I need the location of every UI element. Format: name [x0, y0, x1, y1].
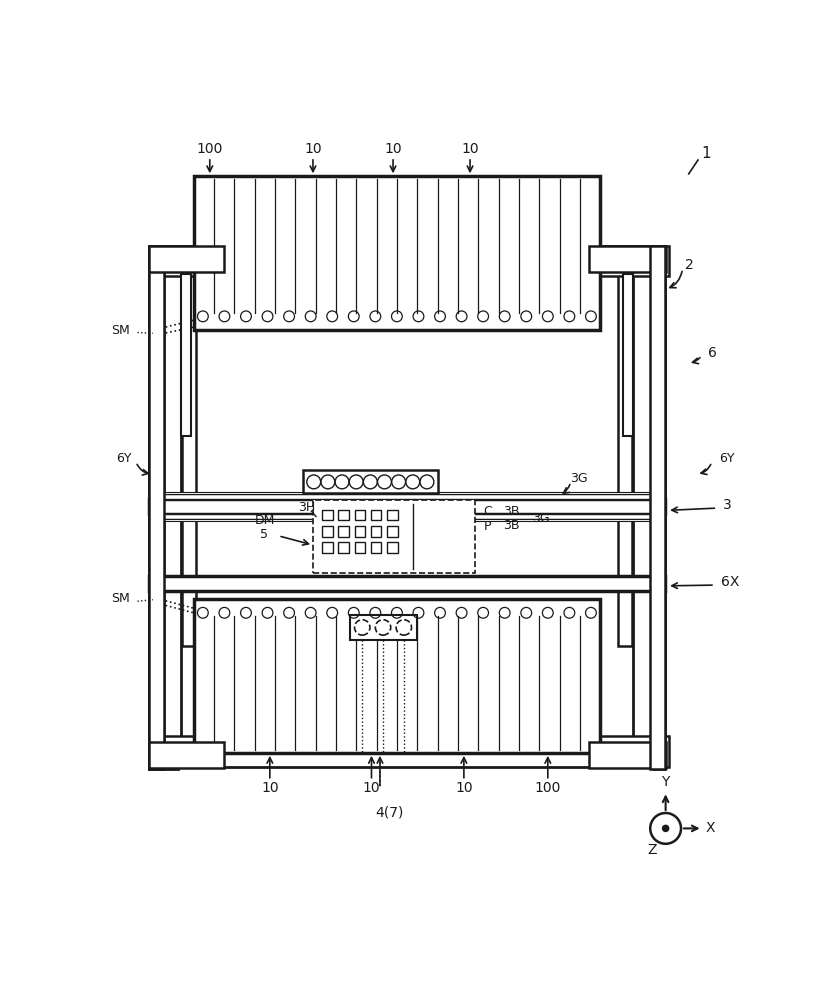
Bar — [149, 246, 665, 269]
Text: 4(7): 4(7) — [376, 806, 404, 820]
Text: 6Y: 6Y — [719, 452, 735, 465]
Bar — [354, 510, 365, 520]
Bar — [149, 736, 222, 767]
Text: 5: 5 — [260, 528, 269, 541]
Bar — [387, 542, 398, 553]
Bar — [149, 246, 222, 276]
Text: 6Y: 6Y — [115, 452, 131, 465]
Bar — [149, 744, 665, 767]
Bar — [589, 742, 667, 768]
Bar — [149, 246, 178, 469]
Bar — [180, 274, 191, 436]
Bar — [182, 246, 196, 646]
Bar — [149, 499, 665, 514]
Bar — [149, 576, 665, 591]
Bar — [371, 510, 382, 520]
Text: 10: 10 — [461, 142, 479, 156]
Bar — [149, 246, 164, 769]
Bar — [149, 246, 178, 769]
Text: 3G: 3G — [570, 472, 588, 485]
Text: 10: 10 — [384, 142, 402, 156]
Bar — [194, 599, 600, 753]
Bar — [339, 542, 349, 553]
Bar — [322, 542, 333, 553]
Text: 2: 2 — [685, 258, 694, 272]
Text: 3B: 3B — [503, 505, 520, 518]
Text: 100: 100 — [197, 142, 223, 156]
Bar — [149, 742, 224, 768]
Bar — [653, 246, 665, 769]
Text: 3B: 3B — [503, 519, 520, 532]
Bar — [622, 274, 634, 436]
Bar — [387, 526, 398, 537]
Bar — [650, 246, 665, 769]
Bar — [149, 246, 181, 767]
Text: 100: 100 — [535, 781, 561, 795]
Bar — [149, 494, 665, 499]
Bar — [194, 176, 600, 330]
Bar — [149, 519, 665, 521]
Bar — [633, 246, 665, 767]
Text: P: P — [484, 520, 491, 533]
Text: X: X — [705, 821, 715, 835]
Text: 10: 10 — [304, 142, 322, 156]
Bar — [387, 510, 398, 520]
Text: C: C — [484, 505, 492, 518]
Bar — [350, 615, 417, 640]
Text: Y: Y — [662, 775, 670, 789]
Text: 10: 10 — [455, 781, 473, 795]
Bar — [313, 500, 475, 573]
Bar — [592, 736, 669, 767]
Bar — [322, 526, 333, 537]
Bar — [303, 470, 438, 493]
Bar — [371, 542, 382, 553]
Bar — [592, 246, 669, 276]
Bar — [371, 526, 382, 537]
Bar — [354, 526, 365, 537]
Text: SM: SM — [111, 592, 129, 605]
Text: 1: 1 — [701, 146, 710, 161]
Text: SM: SM — [111, 324, 129, 337]
Text: 3G: 3G — [532, 512, 550, 525]
Bar — [339, 510, 349, 520]
Text: DM: DM — [255, 514, 274, 527]
Text: 10: 10 — [363, 781, 381, 795]
Text: 10: 10 — [261, 781, 279, 795]
Bar — [339, 526, 349, 537]
Text: 6X: 6X — [721, 575, 739, 589]
Bar — [354, 542, 365, 553]
Text: 3: 3 — [723, 498, 732, 512]
Circle shape — [662, 825, 669, 831]
Text: 3H: 3H — [298, 501, 316, 514]
Bar — [322, 510, 333, 520]
Bar — [149, 246, 164, 769]
Bar — [618, 246, 632, 646]
Bar — [149, 492, 665, 494]
Bar — [589, 246, 667, 272]
Bar — [149, 246, 224, 272]
Bar — [149, 514, 665, 519]
Text: Z: Z — [647, 843, 657, 857]
Text: 6: 6 — [708, 346, 717, 360]
